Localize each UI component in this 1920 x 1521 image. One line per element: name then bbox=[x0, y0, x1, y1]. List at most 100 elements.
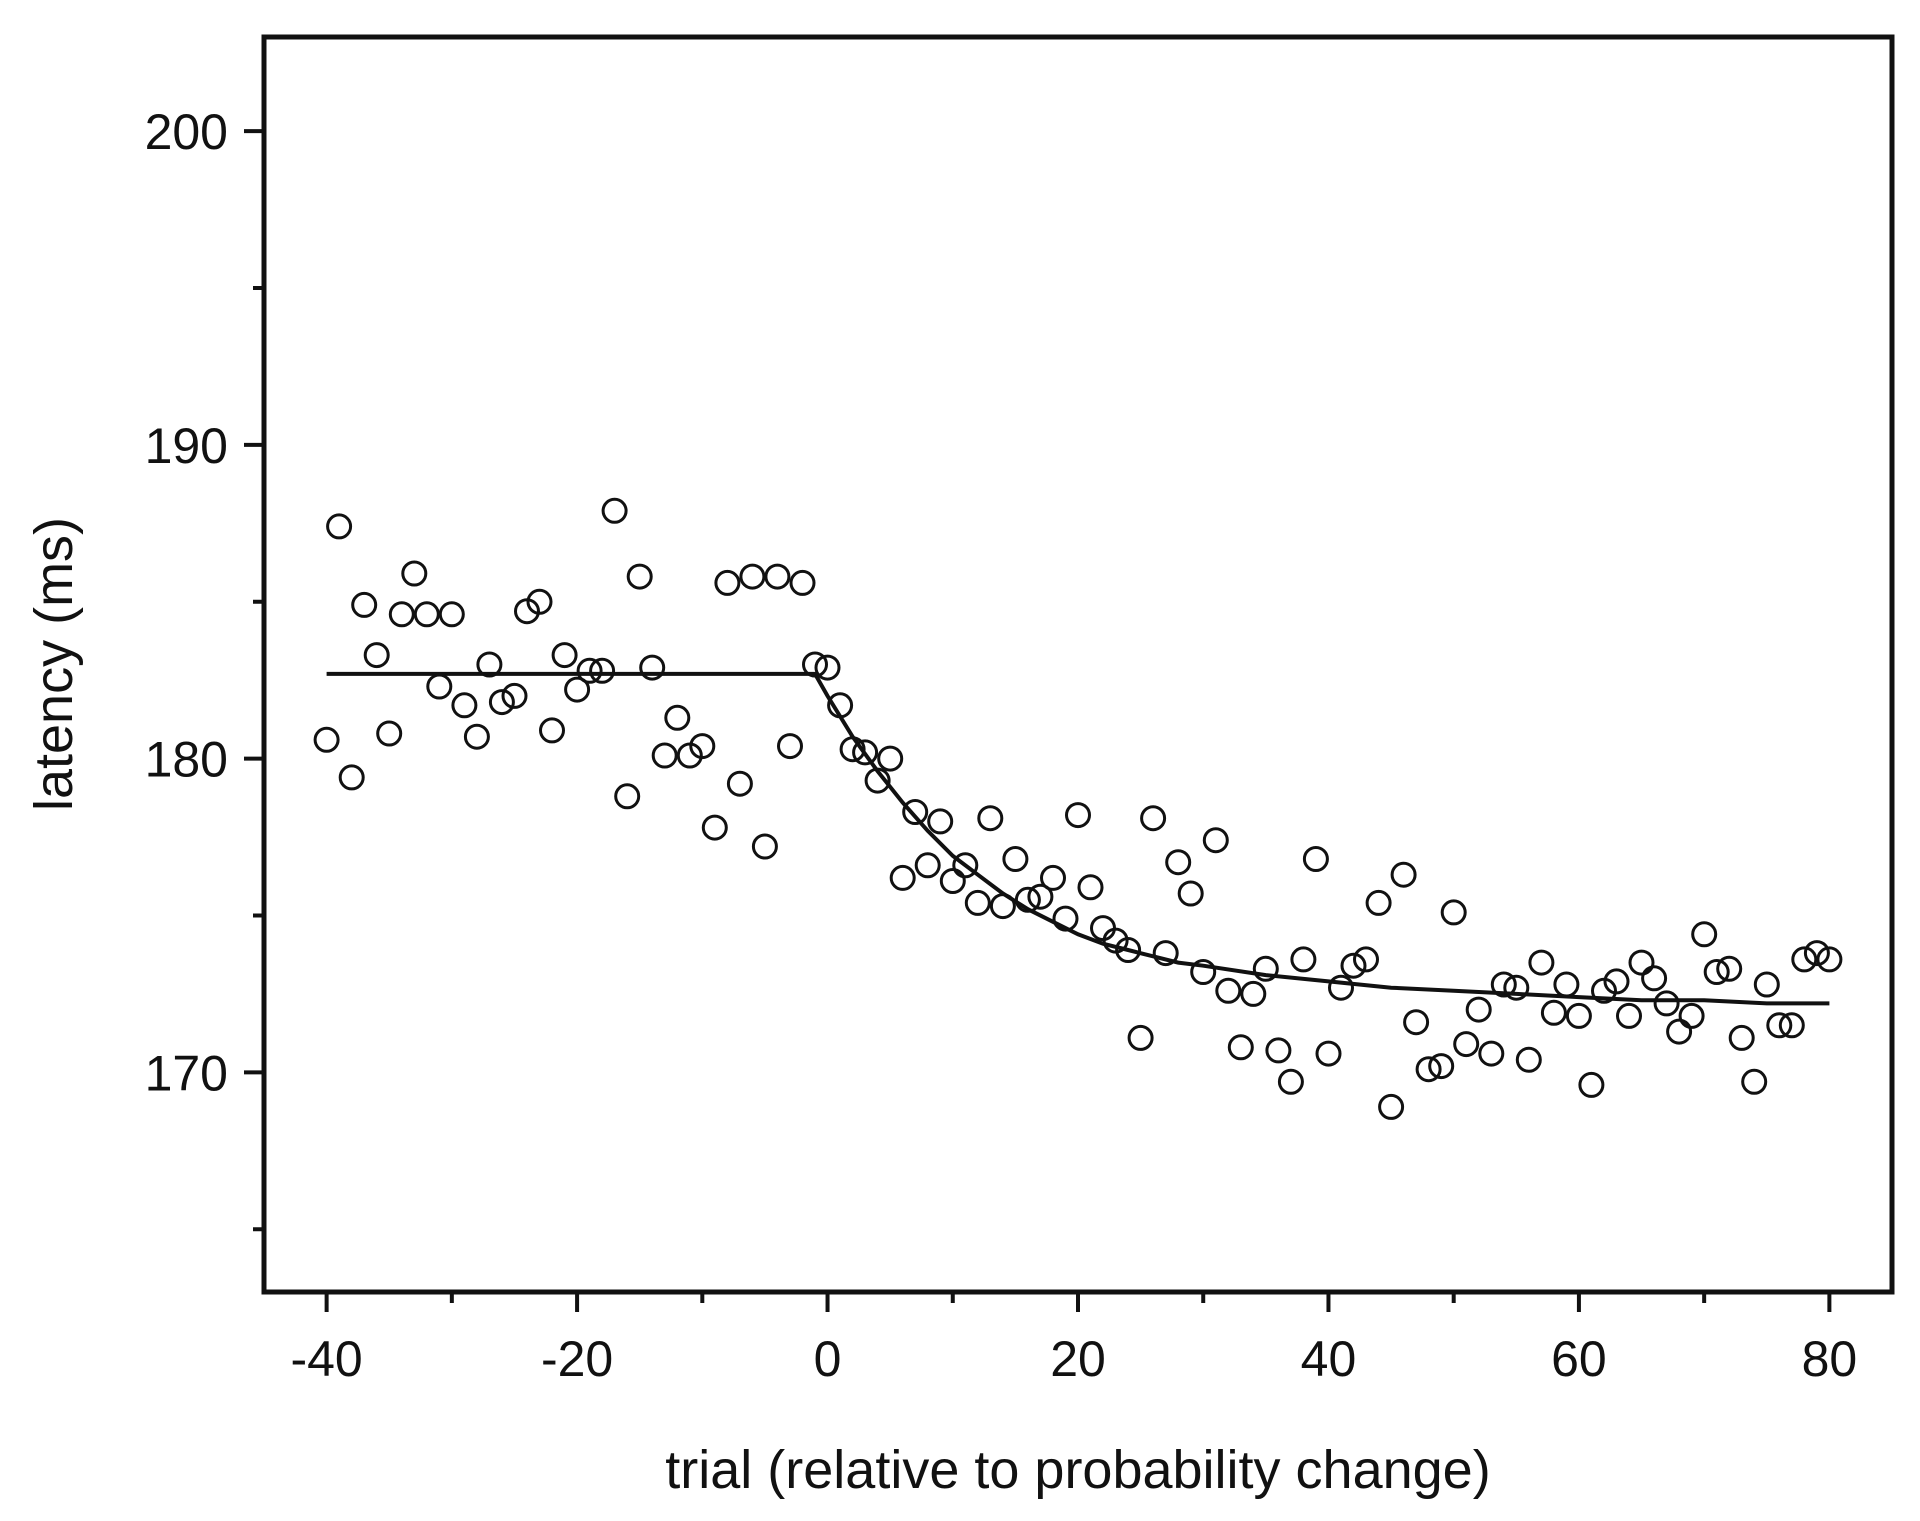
x-tick-label: 20 bbox=[1050, 1331, 1106, 1387]
data-point bbox=[626, 563, 653, 590]
data-point bbox=[1816, 946, 1843, 973]
data-point bbox=[1177, 880, 1204, 907]
data-point bbox=[1553, 971, 1580, 998]
data-point bbox=[1440, 899, 1467, 926]
data-point bbox=[1428, 1053, 1455, 1080]
data-point bbox=[1140, 805, 1167, 832]
data-point bbox=[1014, 886, 1041, 913]
data-point bbox=[764, 563, 791, 590]
data-point bbox=[1328, 974, 1354, 1001]
data-point bbox=[388, 601, 415, 628]
data-point bbox=[989, 893, 1016, 920]
data-point bbox=[1302, 846, 1329, 872]
data-point bbox=[802, 651, 828, 678]
y-tick-label: 200 bbox=[145, 104, 228, 160]
data-point bbox=[1227, 1034, 1254, 1061]
data-point bbox=[614, 783, 641, 810]
x-axis-label: trial (relative to probability change) bbox=[665, 1440, 1490, 1500]
data-point bbox=[363, 642, 390, 669]
data-point bbox=[827, 692, 854, 719]
data-point bbox=[1490, 971, 1517, 998]
data-point bbox=[1716, 955, 1743, 982]
data-point bbox=[852, 739, 879, 766]
data-point bbox=[1202, 827, 1229, 854]
data-point bbox=[651, 742, 678, 769]
data-point bbox=[1766, 1012, 1793, 1039]
data-point bbox=[927, 808, 954, 835]
data-point bbox=[488, 689, 515, 716]
x-tick-label: 80 bbox=[1802, 1331, 1858, 1387]
data-point bbox=[1115, 937, 1142, 963]
data-point bbox=[401, 560, 428, 587]
data-point bbox=[1090, 915, 1116, 942]
data-point bbox=[326, 513, 353, 540]
data-point bbox=[1065, 802, 1091, 829]
data-point bbox=[1641, 965, 1668, 992]
x-tick-label: -40 bbox=[290, 1331, 362, 1387]
data-point bbox=[952, 852, 979, 879]
x-tick-label: -20 bbox=[541, 1331, 613, 1387]
data-point bbox=[413, 601, 440, 628]
data-point bbox=[476, 651, 503, 678]
data-point bbox=[1252, 955, 1279, 982]
data-point bbox=[751, 833, 778, 860]
data-point bbox=[977, 805, 1004, 832]
data-point bbox=[1565, 1002, 1592, 1029]
data-point bbox=[739, 563, 766, 590]
data-point bbox=[664, 704, 691, 731]
data-point bbox=[539, 717, 565, 744]
data-point bbox=[1741, 1068, 1768, 1095]
x-tick-label: 60 bbox=[1551, 1331, 1607, 1387]
data-point bbox=[1215, 977, 1242, 1004]
data-point bbox=[576, 657, 603, 684]
data-point bbox=[1653, 990, 1680, 1017]
data-point bbox=[1315, 1040, 1342, 1067]
data-point bbox=[1002, 846, 1029, 872]
data-point bbox=[939, 868, 966, 894]
data-point bbox=[902, 799, 929, 825]
data-point bbox=[438, 601, 465, 628]
data-point bbox=[814, 654, 841, 681]
data-point bbox=[964, 889, 991, 916]
y-tick-label: 170 bbox=[145, 1045, 228, 1101]
data-point bbox=[1791, 946, 1818, 973]
data-point bbox=[426, 673, 453, 700]
data-point bbox=[1803, 940, 1830, 967]
data-point bbox=[551, 642, 578, 669]
data-point bbox=[1240, 980, 1267, 1007]
axis-ticks bbox=[244, 129, 1832, 1312]
tick-labels: -40 -20 0 20 40 60 80 170 180 190 200 bbox=[145, 104, 1858, 1387]
data-point bbox=[1378, 1093, 1405, 1120]
data-point bbox=[1778, 1012, 1805, 1039]
data-point bbox=[1616, 1002, 1642, 1029]
data-point bbox=[1353, 946, 1379, 973]
data-point bbox=[1753, 971, 1780, 998]
data-point bbox=[1127, 1024, 1154, 1051]
data-point bbox=[463, 723, 490, 750]
data-point bbox=[1027, 883, 1054, 910]
y-axis-label: latency (ms) bbox=[24, 517, 84, 811]
data-point bbox=[501, 682, 528, 709]
data-point bbox=[1077, 874, 1104, 901]
plot-frame bbox=[261, 34, 1895, 1295]
data-point bbox=[1666, 1018, 1693, 1045]
data-point bbox=[601, 497, 628, 524]
data-point bbox=[1540, 999, 1567, 1026]
data-point bbox=[777, 733, 803, 760]
data-point bbox=[1678, 1002, 1705, 1029]
data-point bbox=[313, 726, 340, 753]
data-point bbox=[914, 852, 941, 879]
data-point bbox=[351, 591, 378, 618]
data-point bbox=[1478, 1040, 1505, 1067]
data-point bbox=[1578, 1071, 1605, 1098]
data-point bbox=[1152, 940, 1179, 967]
data-point bbox=[1277, 1068, 1304, 1095]
data-point bbox=[1290, 946, 1317, 973]
data-point bbox=[1052, 905, 1079, 932]
y-tick-label: 190 bbox=[145, 418, 228, 474]
data-point bbox=[1190, 959, 1217, 985]
data-point bbox=[1603, 968, 1630, 995]
data-point bbox=[689, 733, 716, 760]
data-point bbox=[1728, 1024, 1755, 1051]
